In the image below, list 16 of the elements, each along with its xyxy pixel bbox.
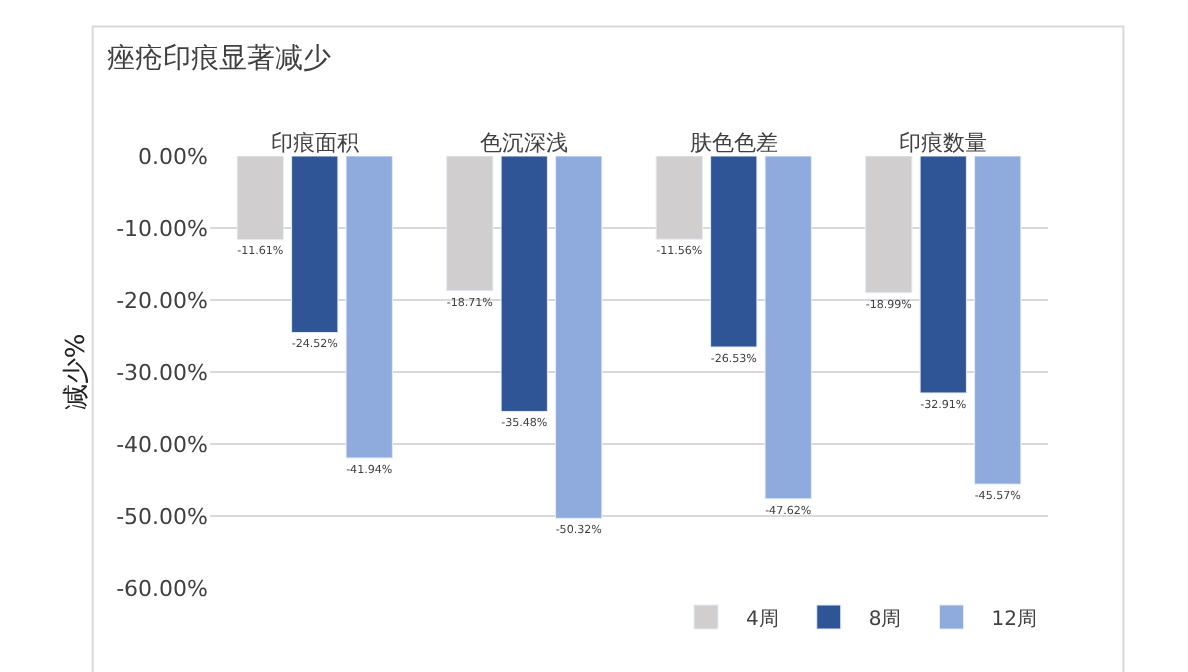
legend-label: 12周 [991, 608, 1037, 631]
x-tick-label: 印痕面积 [270, 129, 359, 156]
y-tick-label: -60.00% [116, 575, 208, 602]
y-tick-label: 0.00% [138, 143, 208, 170]
x-tick-label: 肤色色差 [689, 129, 778, 156]
x-tick-label: 色沉深浅 [480, 129, 569, 156]
y-tick-label: -50.00% [116, 503, 208, 530]
y-tick-label: -10.00% [116, 215, 208, 242]
x-tick-label: 印痕数量 [899, 129, 988, 156]
y-tick-label: -20.00% [116, 287, 208, 314]
y-axis-title: 减少% [62, 333, 93, 411]
chart-title: 痤疮印痕显著减少 [106, 42, 331, 75]
y-tick-label: -40.00% [116, 431, 208, 458]
legend-label: 8周 [868, 608, 902, 631]
legend-label: 4周 [746, 608, 779, 631]
y-tick-label: -30.00% [116, 359, 208, 386]
